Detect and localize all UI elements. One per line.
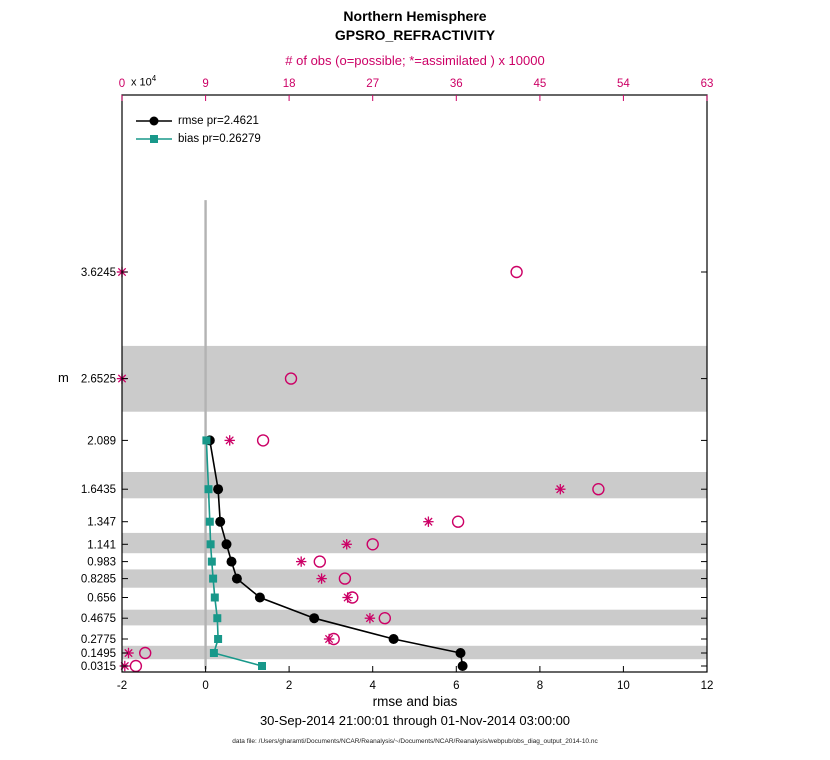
bias-marker xyxy=(258,662,266,670)
level-shading-band xyxy=(122,532,707,554)
rmse-marker xyxy=(221,539,232,550)
legend: rmse pr=2.4621 bias pr=0.26279 xyxy=(136,112,261,148)
y-axis-tick-label: 0.983 xyxy=(87,557,116,569)
x-axis-tick-label: 4 xyxy=(369,680,376,692)
top-axis-tick-label: 27 xyxy=(366,78,379,90)
y-axis-tick-label: 0.8285 xyxy=(81,574,116,586)
y-axis-tick-label: 1.347 xyxy=(87,517,116,529)
y-axis-tick-label: 1.141 xyxy=(87,539,116,551)
rmse-marker xyxy=(231,573,242,584)
legend-item-bias: bias pr=0.26279 xyxy=(136,130,261,148)
level-shading-band xyxy=(122,345,707,412)
legend-item-rmse: rmse pr=2.4621 xyxy=(136,112,261,130)
y-axis-multiplier: x 104 xyxy=(131,74,156,89)
assimilated-obs-marker xyxy=(296,556,307,567)
assimilated-obs-marker xyxy=(323,633,335,645)
bias-marker xyxy=(209,649,218,657)
y-axis-tick-label: 0.4675 xyxy=(81,613,116,625)
x-axis-tick-label: 0 xyxy=(202,680,208,692)
top-axis-tick-label: 63 xyxy=(701,78,714,90)
y-axis-tick-label: 2.089 xyxy=(87,435,116,447)
possible-obs-marker xyxy=(592,483,605,496)
x-axis-label: rmse and bias xyxy=(372,694,458,709)
bias-marker xyxy=(213,614,222,623)
y-axis-tick-label: 1.6435 xyxy=(81,484,116,496)
bias-marker xyxy=(209,574,218,583)
top-axis-label: # of obs (o=possible; *=assimilated ) x … xyxy=(285,53,545,68)
possible-obs-marker xyxy=(284,372,298,385)
top-axis-tick-label: 9 xyxy=(202,78,208,90)
top-axis-tick-label: 0 xyxy=(119,78,125,90)
legend-label-bias: bias pr=0.26279 xyxy=(178,133,261,145)
x-axis-tick-label: 6 xyxy=(453,680,459,692)
top-axis-tick-label: 18 xyxy=(283,78,296,90)
rmse-marker xyxy=(455,648,466,658)
top-axis-tick-label: 36 xyxy=(450,78,463,90)
y-axis-tick-label: 2.6525 xyxy=(81,374,116,386)
bias-marker xyxy=(210,593,219,602)
assimilated-obs-marker xyxy=(316,573,327,584)
rmse-marker xyxy=(457,661,468,671)
possible-obs-marker xyxy=(313,555,326,568)
possible-obs-marker xyxy=(338,572,352,585)
legend-square-marker-bias xyxy=(150,135,158,143)
rmse-marker xyxy=(213,484,224,495)
data-file-path: data file: /Users/gharamti/Documents/NCA… xyxy=(232,738,598,745)
y-axis-tick-label: 0.2775 xyxy=(81,634,116,646)
possible-obs-marker xyxy=(378,612,391,625)
legend-swatch-bias xyxy=(136,132,172,146)
legend-swatch-rmse xyxy=(136,114,172,128)
level-shading-band xyxy=(122,472,707,499)
legend-circle-marker-rmse xyxy=(149,116,159,126)
assimilated-obs-marker xyxy=(341,539,352,550)
x-axis-tick-label: 2 xyxy=(286,680,292,692)
top-axis-tick-label: 54 xyxy=(617,78,630,90)
bias-marker xyxy=(206,540,215,549)
level-shading-band xyxy=(122,569,707,588)
assimilated-obs-marker xyxy=(555,484,566,495)
possible-obs-marker xyxy=(510,265,523,279)
plot-border xyxy=(121,94,708,673)
level-shading-band xyxy=(122,645,707,660)
top-axis-tick-label: 45 xyxy=(534,78,547,90)
assimilated-obs-marker xyxy=(224,435,235,446)
rmse-marker xyxy=(226,556,237,567)
rmse-marker xyxy=(215,516,226,527)
x-axis-tick-label: 8 xyxy=(537,680,543,692)
rmse-marker xyxy=(388,634,399,644)
y-axis-multiplier-base: x 10 xyxy=(131,76,152,89)
assimilated-obs-marker xyxy=(342,592,353,603)
rmse-marker xyxy=(254,592,265,603)
chart-subtitle: GPSRO_REFRACTIVITY xyxy=(334,27,496,43)
bias-marker xyxy=(204,485,213,494)
legend-label-rmse: rmse pr=2.4621 xyxy=(178,115,259,127)
level-shading-band xyxy=(122,609,707,626)
x-axis-tick-label: 12 xyxy=(701,680,714,692)
chart-title: Northern Hemisphere xyxy=(343,8,487,24)
y-axis-multiplier-exponent: 4 xyxy=(151,74,157,83)
y-axis-label: m xyxy=(58,370,69,385)
x-axis-tick-label: 10 xyxy=(617,680,630,692)
rmse-marker xyxy=(309,613,320,624)
bias-marker xyxy=(207,557,216,566)
y-axis-tick-label: 0.1495 xyxy=(81,648,116,660)
y-axis-tick-label: 3.6245 xyxy=(81,267,116,279)
possible-obs-marker xyxy=(138,646,152,660)
date-range: 30-Sep-2014 21:00:01 through 01-Nov-2014… xyxy=(259,713,571,728)
possible-obs-marker xyxy=(451,515,465,528)
possible-obs-marker xyxy=(256,434,270,447)
x-axis-tick-label: -2 xyxy=(117,680,127,692)
bias-marker xyxy=(214,635,223,643)
bias-marker xyxy=(205,517,214,526)
bias-marker xyxy=(202,436,211,445)
possible-obs-marker xyxy=(366,538,379,551)
assimilated-obs-marker xyxy=(423,516,434,527)
possible-obs-marker xyxy=(129,659,143,673)
assimilated-obs-marker xyxy=(364,613,376,624)
y-axis-tick-label: 0.656 xyxy=(87,593,116,605)
y-axis-tick-label: 0.0315 xyxy=(81,661,116,673)
